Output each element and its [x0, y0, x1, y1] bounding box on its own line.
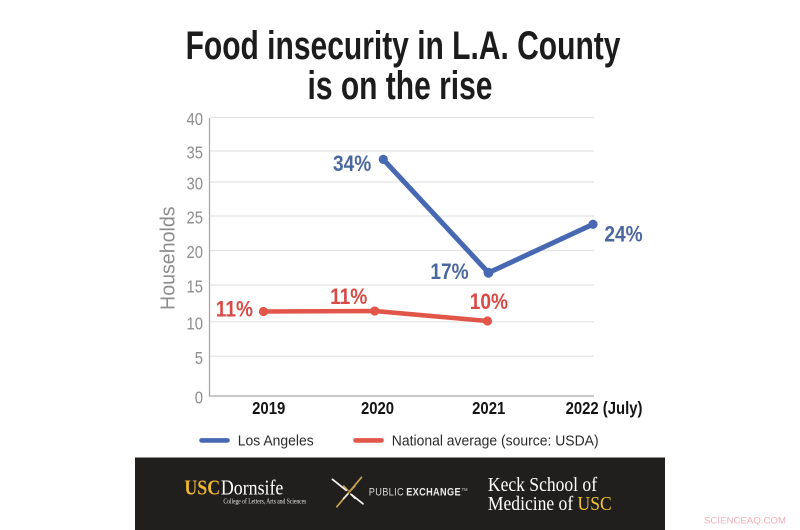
svg-text:2019: 2019	[252, 399, 285, 418]
svg-text:is on the rise: is on the rise	[307, 64, 492, 108]
svg-text:Food insecurity in L.A. County: Food insecurity in L.A. County	[186, 24, 621, 68]
svg-text:20: 20	[186, 243, 203, 262]
svg-text:SCIENCEAQ.COM: SCIENCEAQ.COM	[704, 515, 786, 526]
svg-text:11%: 11%	[330, 285, 368, 310]
svg-text:National average (source: USDA: National average (source: USDA)	[392, 433, 599, 450]
svg-text:0: 0	[195, 389, 203, 408]
svg-text:15: 15	[186, 278, 203, 297]
svg-text:40: 40	[186, 110, 203, 129]
svg-text:5: 5	[195, 349, 203, 368]
svg-text:Keck School of: Keck School of	[488, 474, 598, 496]
svg-text:10%: 10%	[470, 290, 509, 315]
svg-text:College of Letters, Arts and S: College of Letters, Arts and Sciences	[223, 498, 306, 506]
svg-text:35: 35	[186, 144, 203, 163]
svg-text:Households: Households	[157, 206, 179, 310]
svg-text:17%: 17%	[430, 259, 469, 284]
svg-text:USCDornsife: USCDornsife	[184, 476, 283, 500]
svg-text:Los Angeles: Los Angeles	[238, 433, 314, 450]
svg-text:34%: 34%	[333, 152, 372, 177]
svg-text:24%: 24%	[604, 222, 643, 247]
svg-text:Medicine of USC: Medicine of USC	[488, 493, 612, 515]
svg-text:2021: 2021	[472, 399, 505, 418]
svg-text:10: 10	[186, 314, 203, 333]
svg-text:25: 25	[186, 209, 203, 228]
svg-text:30: 30	[186, 175, 203, 194]
svg-text:2022 (July): 2022 (July)	[566, 399, 643, 418]
svg-text:2020: 2020	[361, 399, 394, 418]
svg-text:11%: 11%	[216, 297, 254, 322]
